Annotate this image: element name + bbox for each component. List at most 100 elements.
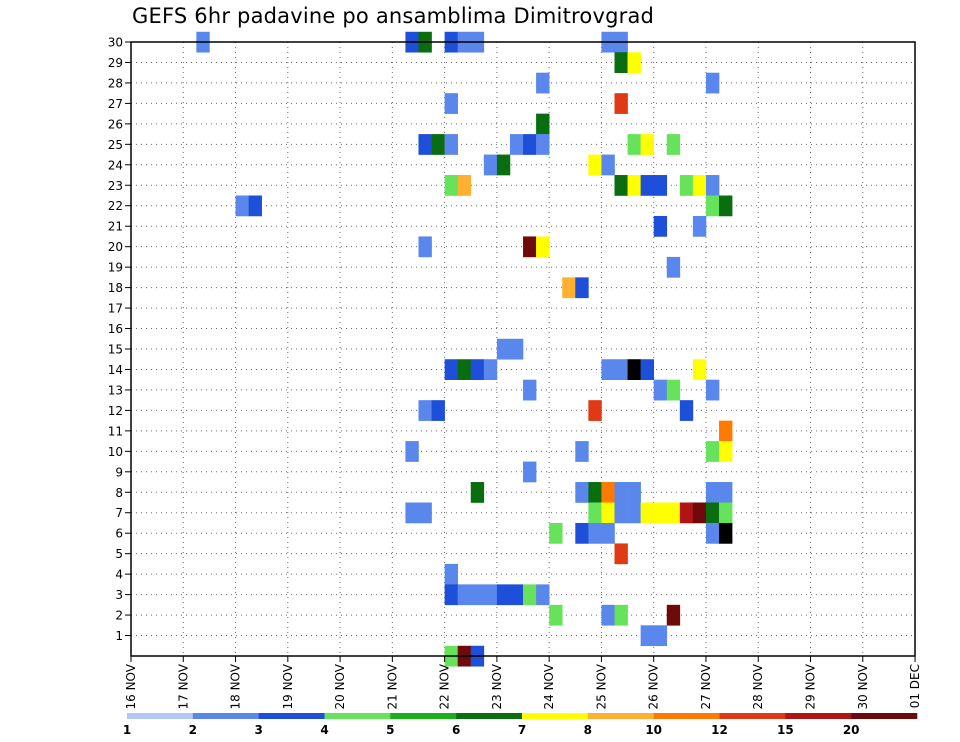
x-tick-label-6: 22 NOV [438,663,452,709]
data-cell-31 [627,175,641,196]
data-cell-67 [679,400,694,421]
data-cell-32 [640,175,654,196]
y-tick-label-22: 22 [108,199,123,213]
y-tick-label-16: 16 [108,322,123,336]
data-cell-84 [588,502,602,524]
data-cell-11 [705,72,720,94]
data-cell-66 [588,400,602,421]
legend-label-4: 5 [386,723,394,737]
data-cell-109 [523,584,537,606]
x-tick-label-0: 16 NOV [124,663,138,709]
data-cell-65 [431,400,445,421]
data-cell-26 [588,154,602,176]
x-axis: 16 NOV 17 NOV 18 NOV 19 NOV 20 NOV 21 NOV 22 N… [124,656,922,710]
data-cell-23 [666,134,681,155]
data-cell-59 [692,359,707,380]
data-cell-45 [536,236,550,258]
data-cell-35 [692,175,707,196]
x-tick-label-2: 18 NOV [229,663,243,709]
data-cell-27 [601,154,615,176]
data-cell-112 [601,604,615,626]
data-cell-90 [666,502,681,524]
y-tick-label-23: 23 [108,179,123,193]
legend-swatch-4 [390,713,457,719]
x-tick-label-9: 25 NOV [594,663,608,709]
data-cell-46 [666,256,681,278]
x-tick-label-8: 24 NOV [542,663,556,709]
legend-label-1: 2 [189,723,197,737]
y-tick-label-12: 12 [108,404,123,418]
data-cell-51 [444,359,458,380]
data-cell-110 [536,584,550,606]
data-cell-42 [692,215,707,237]
data-cell-106 [483,584,498,606]
data-cell-21 [627,134,641,155]
data-cell-113 [614,604,628,626]
data-cell-16 [431,134,445,155]
y-tick-label-25: 25 [108,138,123,152]
data-cell-70 [575,441,589,462]
x-tick-label-13: 29 NOV [804,663,818,709]
x-tick-label-14: 30 NOV [856,663,870,709]
data-cell-44 [523,236,537,258]
data-cell-100 [719,522,733,544]
y-tick-label-9: 9 [115,465,123,479]
legend-swatch-1 [192,713,259,719]
y-tick-label-10: 10 [108,445,123,459]
data-cell-50 [509,338,524,360]
legend-label-10: 15 [777,723,794,737]
x-tick-label-15: 01 DEC [908,664,922,708]
data-cell-34 [679,175,694,196]
data-cell-15 [418,134,432,155]
data-cell-64 [418,400,432,421]
data-cell-73 [523,461,537,483]
legend-label-8: 10 [645,723,662,737]
data-cell-98 [601,522,615,544]
data-cell-85 [601,502,615,524]
legend-swatch-8 [653,713,720,719]
legend-label-0: 1 [123,723,131,737]
legend-swatch-3 [324,713,391,719]
data-cell-37 [235,195,249,217]
data-cell-77 [601,482,615,503]
data-cell-24 [483,154,498,176]
data-cell-14 [536,113,550,135]
legend-label-5: 6 [452,723,460,737]
data-cell-92 [692,502,707,524]
y-tick-label-14: 14 [108,363,123,377]
x-tick-label-7: 23 NOV [490,663,504,709]
y-tick-label-6: 6 [115,527,123,541]
data-cell-111 [549,604,563,626]
x-tick-label-11: 27 NOV [699,663,713,709]
legend-swatch-5 [456,713,523,719]
data-cell-30 [614,175,628,196]
data-cell-71 [705,441,720,462]
data-cell-82 [405,502,419,524]
data-cell-63 [705,379,720,401]
data-cell-61 [653,379,668,401]
y-tick-label-28: 28 [108,76,123,90]
data-cell-54 [483,359,498,380]
y-tick-label-3: 3 [115,588,123,602]
data-cell-93 [705,502,720,524]
data-cell-56 [614,359,628,380]
legend-swatch-2 [258,713,325,719]
data-cell-95 [549,522,563,544]
y-tick-label-26: 26 [108,117,123,131]
y-tick-label-30: 30 [108,36,123,50]
data-cell-69 [405,441,419,462]
data-cell-68 [719,420,733,442]
data-cell-101 [614,543,628,565]
legend-swatch-10 [785,713,852,719]
data-cell-19 [523,134,537,155]
data-cell-57 [627,359,641,380]
legend-swatch-11 [851,713,918,719]
y-tick-label-18: 18 [108,281,123,295]
data-cell-47 [562,277,576,299]
y-tick-label-13: 13 [108,383,123,397]
data-cell-72 [719,441,733,462]
y-tick-label-29: 29 [108,56,123,70]
data-cell-87 [627,502,641,524]
y-tick-label-20: 20 [108,240,123,254]
